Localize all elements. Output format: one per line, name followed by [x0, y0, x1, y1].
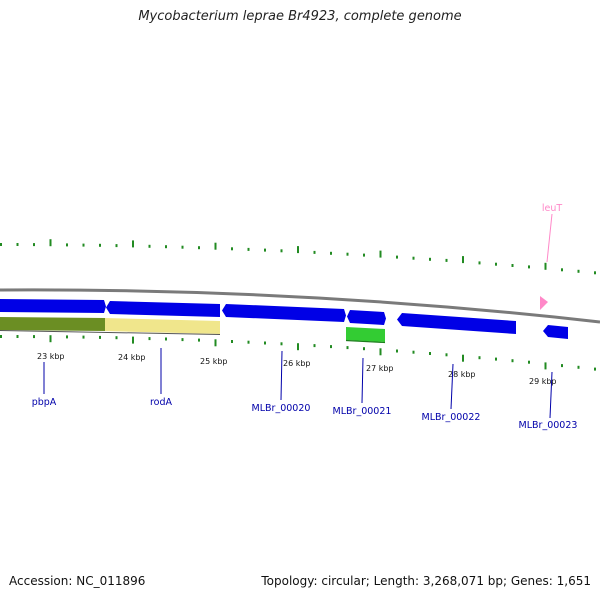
feature-MLBr_00023-cds[interactable]: [543, 325, 568, 339]
scale-label-26kbp: 26 kbp: [283, 359, 311, 368]
gene-label-pbpA[interactable]: pbpA: [32, 397, 57, 408]
leader-MLBr_00022: [450, 363, 454, 410]
feature-track: [0, 296, 568, 344]
gene-label-rodA[interactable]: rodA: [150, 397, 173, 408]
scale-label-27kbp: 27 kbp: [366, 364, 394, 373]
feature-rodA-gene-edge: [0, 330, 221, 335]
gene-label-MLBr_00023[interactable]: MLBr_00023: [519, 420, 578, 431]
gene-label-leaders: [43, 348, 553, 419]
genome-backbone: [0, 288, 600, 324]
leader-MLBr_00023: [549, 371, 553, 419]
gene-label-MLBr_00021[interactable]: MLBr_00021: [333, 406, 392, 417]
leader-leuT: [546, 213, 553, 263]
feature-pbpA-gene[interactable]: [0, 317, 105, 331]
scale-label-28kbp: 28 kbp: [448, 370, 476, 379]
leader-MLBr_00021: [361, 357, 364, 404]
scale-labels: 23 kbp 24 kbp 25 kbp 26 kbp 27 kbp 28 kb…: [37, 352, 557, 386]
feature-MLBr_00021-cds[interactable]: [347, 310, 386, 325]
scale-label-29kbp: 29 kbp: [529, 377, 557, 386]
gene-label-MLBr_00020[interactable]: MLBr_00020: [252, 403, 311, 414]
feature-pbpA-cds[interactable]: [0, 299, 106, 313]
gene-label-MLBr_00022[interactable]: MLBr_00022: [422, 412, 481, 423]
feature-MLBr_00020-cds[interactable]: [222, 304, 346, 322]
lower-tick-row: [0, 335, 596, 371]
gene-labels: pbpA rodA MLBr_00020 MLBr_00021 MLBr_000…: [32, 203, 578, 431]
scale-label-23kbp: 23 kbp: [37, 352, 65, 361]
accession-text: Accession: NC_011896: [9, 574, 146, 588]
feature-MLBr_00021-gene[interactable]: [346, 327, 385, 342]
gene-label-leuT[interactable]: leuT: [542, 203, 563, 214]
scale-label-24kbp: 24 kbp: [118, 353, 146, 362]
feature-MLBr_00022-cds[interactable]: [397, 313, 516, 334]
feature-MLBr_00021-gene-edge: [345, 339, 386, 344]
map-title: Mycobacterium leprae Br4923, complete ge…: [138, 9, 462, 24]
scale-label-25kbp: 25 kbp: [200, 357, 228, 366]
feature-rodA-cds[interactable]: [106, 301, 220, 317]
feature-rodA-gene[interactable]: [105, 318, 220, 334]
upper-tick-row: [0, 239, 596, 275]
topology-text: Topology: circular; Length: 3,268,071 bp…: [261, 574, 591, 588]
feature-leuT-trna[interactable]: [540, 296, 548, 310]
leader-MLBr_00020: [280, 350, 283, 401]
